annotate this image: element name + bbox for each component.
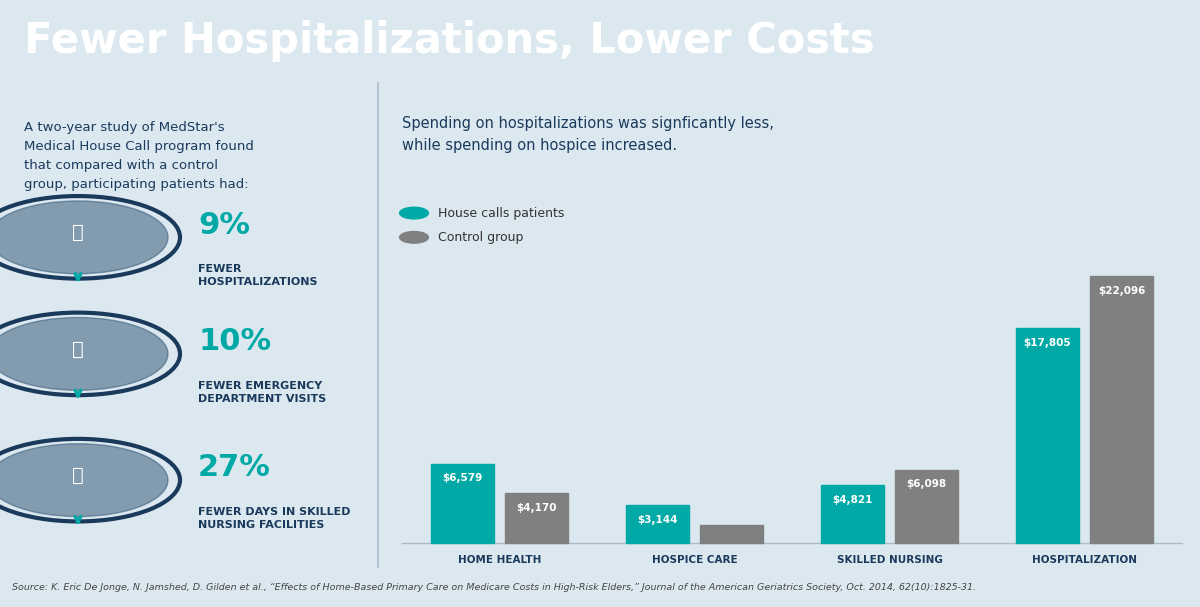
Text: FEWER EMERGENCY
DEPARTMENT VISITS: FEWER EMERGENCY DEPARTMENT VISITS	[198, 381, 326, 404]
Text: Fewer Hospitalizations, Lower Costs: Fewer Hospitalizations, Lower Costs	[24, 20, 875, 62]
Bar	[895, 470, 958, 543]
Bar	[1016, 328, 1079, 543]
Text: HOSPICE CARE: HOSPICE CARE	[652, 555, 737, 565]
Text: 🚑: 🚑	[72, 339, 84, 359]
Text: 27%: 27%	[198, 453, 271, 483]
Text: A two-year study of MedStar's
Medical House Call program found
that compared wit: A two-year study of MedStar's Medical Ho…	[24, 121, 254, 191]
Bar	[821, 485, 883, 543]
Text: Source: K. Eric De Jonge, N. Jamshed, D. Gilden et al., “Effects of Home-Based P: Source: K. Eric De Jonge, N. Jamshed, D.…	[12, 583, 976, 592]
Text: SKILLED NURSING: SKILLED NURSING	[836, 555, 942, 565]
Text: FEWER
HOSPITALIZATIONS: FEWER HOSPITALIZATIONS	[198, 264, 318, 287]
Bar	[701, 525, 763, 543]
Bar	[626, 505, 689, 543]
Text: HOME HEALTH: HOME HEALTH	[458, 555, 541, 565]
Text: FEWER DAYS IN SKILLED
NURSING FACILITIES: FEWER DAYS IN SKILLED NURSING FACILITIES	[198, 507, 350, 530]
Bar	[1091, 276, 1153, 543]
Text: $6,579: $6,579	[443, 473, 482, 483]
Text: $3,144: $3,144	[637, 515, 678, 525]
Text: HOSPITALIZATION: HOSPITALIZATION	[1032, 555, 1136, 565]
Circle shape	[400, 207, 428, 219]
Bar	[431, 464, 493, 543]
Text: 10%: 10%	[198, 327, 271, 356]
Circle shape	[0, 317, 168, 390]
Text: 9%: 9%	[198, 211, 250, 240]
Text: 🏥: 🏥	[72, 223, 84, 242]
Text: $4,170: $4,170	[516, 503, 557, 512]
Bar	[505, 493, 568, 543]
Circle shape	[0, 444, 168, 517]
Text: 📅: 📅	[72, 466, 84, 485]
Circle shape	[0, 201, 168, 274]
Text: $4,821: $4,821	[833, 495, 872, 504]
Text: Control group: Control group	[438, 231, 523, 244]
Circle shape	[400, 231, 428, 243]
Text: House calls patients: House calls patients	[438, 206, 564, 220]
Text: $17,805: $17,805	[1024, 337, 1072, 348]
Text: $6,098: $6,098	[906, 480, 947, 489]
Text: $22,096: $22,096	[1098, 286, 1145, 296]
Text: Spending on hospitalizations was signficantly less,
while spending on hospice in: Spending on hospitalizations was signfic…	[402, 116, 774, 153]
